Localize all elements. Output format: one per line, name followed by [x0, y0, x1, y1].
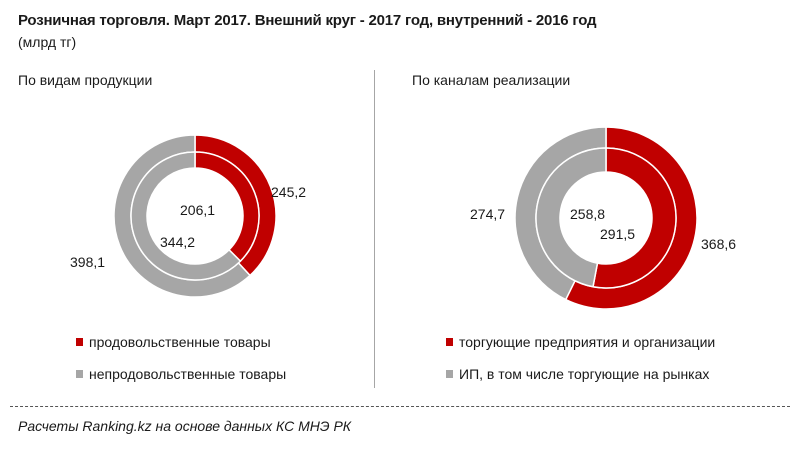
label-outer-nonfood: 398,1 [70, 254, 106, 270]
legend-item-enterprises: торгующие предприятия и организации [446, 332, 715, 352]
legend-swatch-red [446, 338, 453, 346]
footer-divider [10, 406, 790, 407]
donut-segment [535, 147, 607, 288]
panel-right-subtitle: По каналам реализации [412, 72, 571, 88]
label-inner-enterprises: 291,5 [600, 226, 636, 242]
source-note: Расчеты Ranking.kz на основе данных КС М… [18, 418, 352, 434]
label-inner-nonfood: 344,2 [160, 234, 196, 250]
legend-swatch-red [76, 338, 83, 346]
legend-label: продовольственные товары [89, 334, 271, 350]
chart-title: Розничная торговля. Март 2017. Внешний к… [18, 12, 597, 29]
legend-item-food: продовольственные товары [76, 332, 286, 352]
label-outer-food: 245,2 [271, 184, 307, 200]
legend-label: ИП, в том числе торгующие на рынках [459, 366, 710, 382]
legend-left: продовольственные товары непродовольстве… [76, 332, 286, 396]
legend-label: непродовольственные товары [89, 366, 287, 382]
label-inner-ip: 258,8 [570, 206, 606, 222]
legend-right: торгующие предприятия и организации ИП, … [446, 332, 715, 396]
legend-item-ip: ИП, в том числе торгующие на рынках [446, 364, 715, 384]
legend-swatch-gray [76, 370, 83, 378]
legend-item-nonfood: непродовольственные товары [76, 364, 286, 384]
legend-label: торгующие предприятия и организации [459, 334, 716, 350]
legend-swatch-gray [446, 370, 453, 378]
donut-chart-product-types [113, 134, 277, 298]
panel-left-subtitle: По видам продукции [18, 72, 153, 88]
donut-chart-sales-channels [514, 126, 698, 310]
unit-label: (млрд тг) [18, 34, 77, 50]
label-inner-food: 206,1 [180, 202, 216, 218]
panel-divider [374, 70, 375, 388]
label-outer-enterprises: 368,6 [701, 236, 737, 252]
donut-segment [592, 147, 677, 289]
donut-segment [130, 151, 242, 281]
label-outer-ip: 274,7 [470, 206, 506, 222]
